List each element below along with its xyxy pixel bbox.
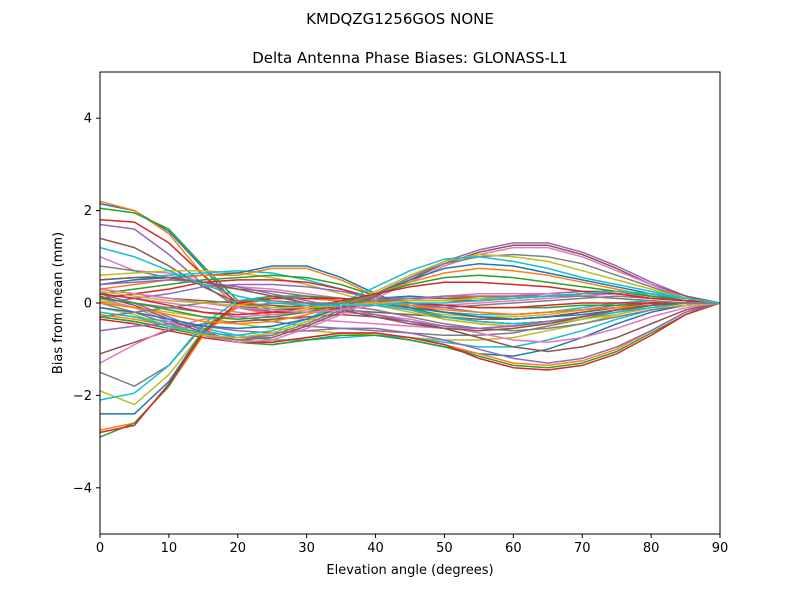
y-axis: −4 −2 0 2 4: [73, 112, 100, 496]
x-tick-label: 80: [643, 541, 660, 556]
series-line-s50: [100, 246, 720, 307]
series-line-s41: [100, 262, 720, 330]
series-line-s39: [100, 253, 720, 339]
series-line-s24: [100, 302, 720, 371]
x-tick-label: 70: [574, 541, 591, 556]
x-tick-label: 90: [712, 541, 729, 556]
y-tick-label: 0: [84, 297, 92, 312]
y-tick-label: −2: [73, 389, 92, 404]
x-tick-label: 30: [298, 541, 315, 556]
chart-title: Delta Antenna Phase Biases: GLONASS-L1: [252, 49, 568, 67]
figure-suptitle: KMDQZG1256GOS NONE: [306, 10, 494, 28]
x-tick-label: 10: [161, 541, 178, 556]
series-layer: [100, 200, 720, 438]
series-line-s30: [100, 295, 720, 401]
x-axis: 0 10 20 30 40 50 60 70 80 90: [96, 534, 728, 556]
x-tick-label: 60: [505, 541, 522, 556]
series-line-s46: [100, 276, 720, 332]
x-tick-label: 0: [96, 541, 104, 556]
y-tick-label: 2: [84, 204, 92, 219]
y-tick-label: −4: [73, 481, 92, 496]
x-tick-label: 20: [230, 541, 247, 556]
x-tick-label: 50: [436, 541, 453, 556]
y-axis-label: Bias from mean (mm): [51, 232, 66, 374]
x-tick-label: 40: [367, 541, 384, 556]
series-line-s27: [100, 302, 720, 364]
series-line-s44: [100, 281, 720, 316]
y-tick-label: 4: [84, 112, 92, 127]
series-line-s42: [100, 267, 720, 325]
x-axis-label: Elevation angle (degrees): [326, 563, 493, 578]
series-line-s40: [100, 256, 720, 337]
